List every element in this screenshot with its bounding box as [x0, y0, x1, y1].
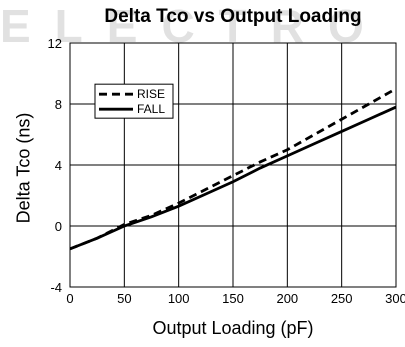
- y-tick-label: 0: [55, 219, 62, 234]
- y-tick-label: -4: [50, 280, 62, 295]
- x-axis-label: Output Loading (pF): [152, 318, 314, 338]
- x-tick-label: 100: [168, 291, 190, 306]
- series-line-fall: [69, 105, 397, 251]
- x-tick-label: 0: [66, 291, 73, 306]
- x-tick-label: 150: [222, 291, 244, 306]
- y-tick-label: 4: [55, 158, 62, 173]
- x-tick-label: 200: [276, 291, 298, 306]
- y-tick-label: 8: [55, 97, 62, 112]
- series-line-rise: [69, 87, 397, 251]
- legend-label-fall: FALL: [137, 102, 165, 116]
- x-tick-label: 300: [385, 291, 405, 306]
- plot-frame: [69, 42, 397, 288]
- x-tick-label: 250: [331, 291, 353, 306]
- y-tick-label: 12: [48, 36, 62, 51]
- chart-title: Delta Tco vs Output Loading: [104, 6, 362, 27]
- legend-box: [94, 83, 174, 119]
- x-tick-label: 50: [117, 291, 131, 306]
- legend-label-rise: RISE: [137, 87, 165, 101]
